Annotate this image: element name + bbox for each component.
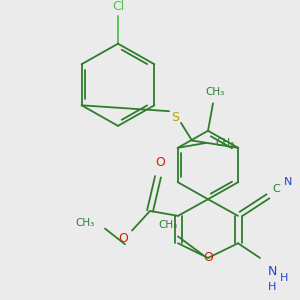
Text: N: N [284,176,292,187]
Text: CH₃: CH₃ [215,138,234,148]
Text: C: C [272,184,280,194]
Text: CH₃: CH₃ [76,218,95,228]
Text: Cl: Cl [112,0,124,13]
Text: H: H [268,282,276,292]
Text: O: O [118,232,128,245]
Text: N: N [268,265,278,278]
Text: CH₃: CH₃ [158,220,178,230]
Text: S: S [171,111,179,124]
Text: CH₃: CH₃ [206,87,225,97]
Text: H: H [280,273,288,283]
Text: O: O [155,156,165,169]
Text: O: O [203,251,213,264]
